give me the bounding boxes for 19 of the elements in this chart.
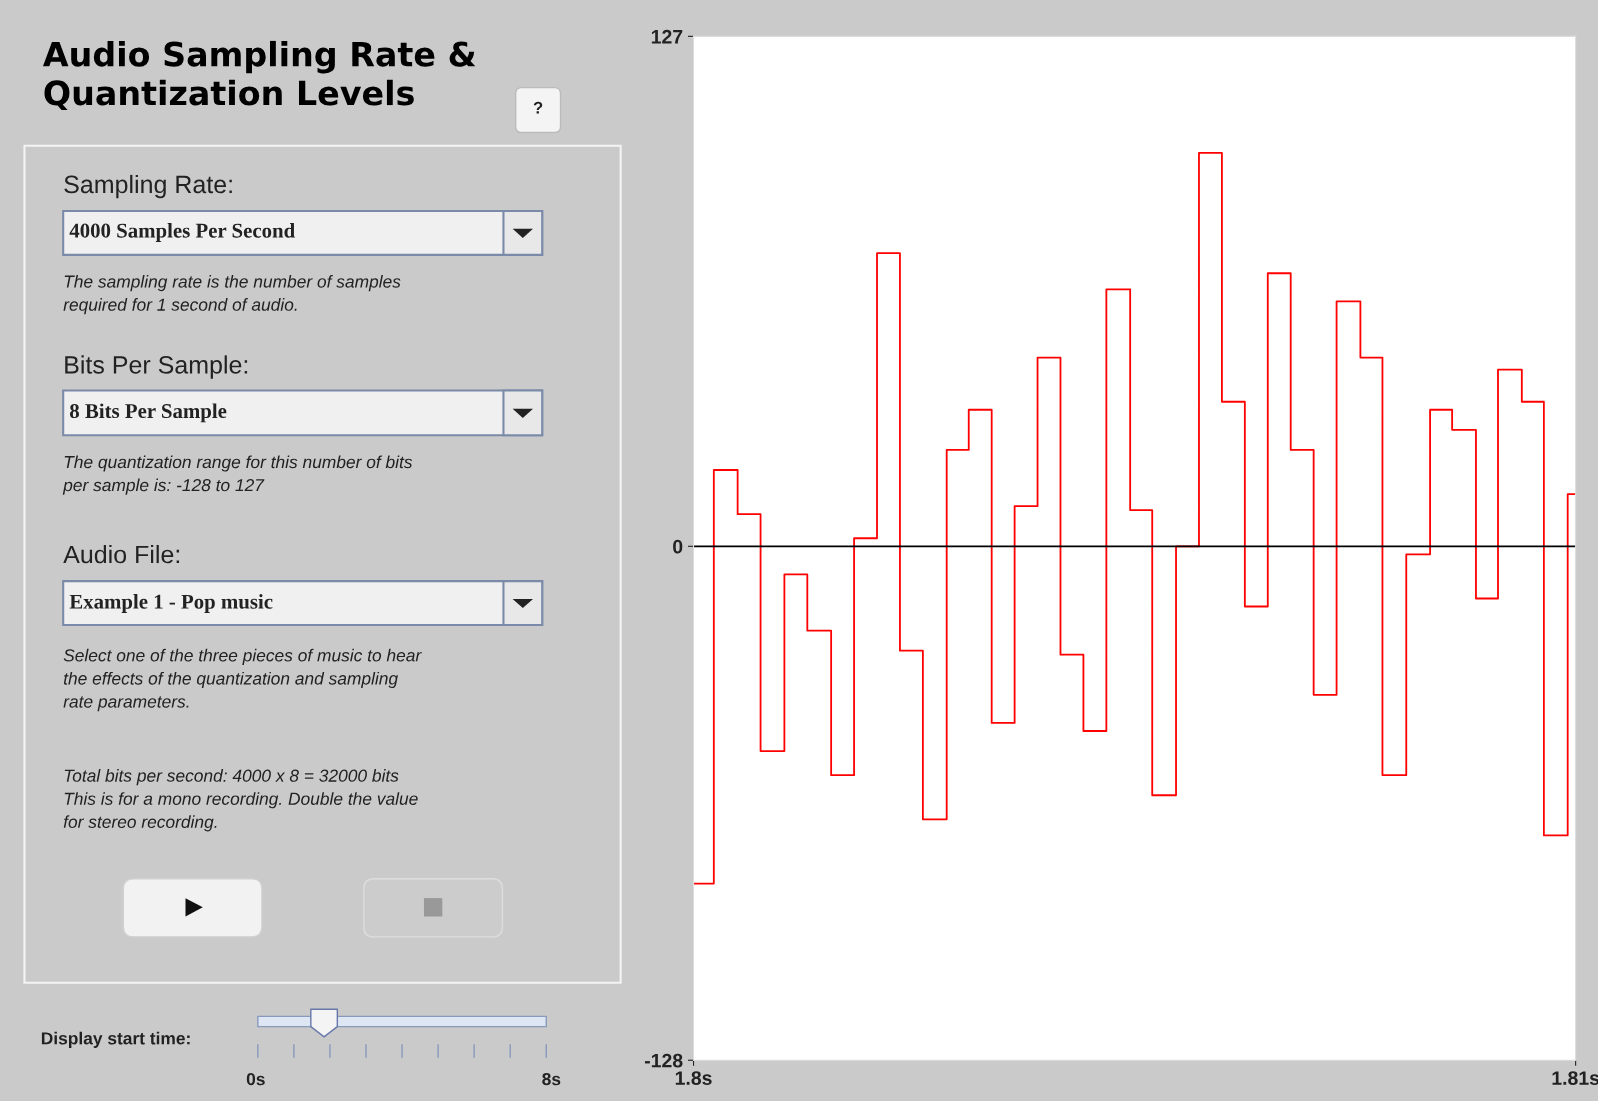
text: 8s — [542, 1072, 561, 1086]
y-tick-label: -128 — [644, 1053, 683, 1068]
text: 8 Bits Per Sample — [69, 403, 227, 423]
text: The sampling rate is the number of samples required for 1 second of audio. — [63, 274, 401, 315]
text: ? — [533, 101, 543, 114]
text: Total bits per second: 4000 x 8 = 32000 bits This is for a mono recording. Double the value for stereo recording. — [63, 769, 418, 832]
text: Display start time: — [41, 1031, 190, 1048]
text: Bits Per Sample: — [65, 355, 248, 379]
text: 0s — [246, 1072, 265, 1086]
text: Audio Sampling Rate & Quantization Levels — [42, 40, 476, 110]
text: Audio File: — [63, 544, 180, 564]
x-tick-label: 1.8s — [675, 1071, 712, 1085]
text: Select one of the three pieces of music to hear the effects of the quantization and sampling rate parameters. — [63, 648, 422, 712]
text: 4000 Samples Per Second — [69, 222, 295, 242]
y-tick-label: 0 — [673, 539, 683, 554]
y-tick-label: 127 — [651, 29, 683, 44]
text: Example 1 - Pop music — [69, 594, 273, 613]
text: The quantization range for this number of bits per sample is: -128 to 127 — [62, 455, 413, 495]
text: Sampling Rate: — [64, 174, 232, 199]
